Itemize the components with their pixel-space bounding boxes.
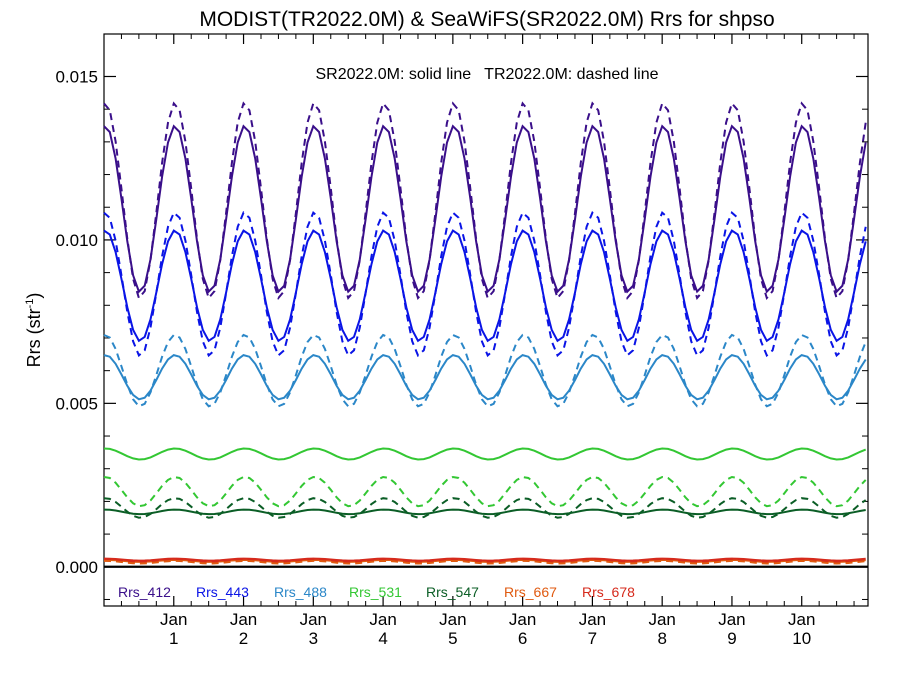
series-rrs-531-solid	[103, 447, 867, 461]
series-rrs-547-dashed	[103, 497, 867, 519]
legend-entry: Rrs_531	[349, 584, 402, 600]
series-rrs-488-solid	[103, 354, 867, 401]
x-tick-label-year: 5	[448, 629, 457, 648]
x-tick-label-month: Jan	[369, 610, 396, 629]
series-rrs-547-solid	[103, 508, 866, 516]
legend-entry: Rrs_678	[582, 584, 635, 600]
x-tick-label-month: Jan	[718, 610, 745, 629]
y-axis-label-superscript: -1	[24, 299, 36, 309]
series-rrs-678-solid	[103, 557, 866, 562]
series-rrs-531-dashed	[103, 475, 867, 508]
chart-title: MODIST(TR2022.0M) & SeaWiFS(SR2022.0M) R…	[199, 8, 774, 31]
plot-frame	[103, 33, 869, 607]
x-tick-label-month: Jan	[648, 610, 675, 629]
x-tick-label-year: 8	[657, 629, 666, 648]
x-tick-label-year: 2	[239, 629, 248, 648]
x-tick-label-month: Jan	[300, 610, 327, 629]
x-tick-label-year: 3	[309, 629, 318, 648]
y-tick-label: 0.015	[55, 67, 98, 86]
x-tick-label-year: 10	[792, 629, 811, 648]
legend-entry: Rrs_488	[274, 584, 327, 600]
x-tick-label-year: 4	[378, 629, 387, 648]
x-tick-label-year: 7	[588, 629, 597, 648]
legend-entry: Rrs_667	[504, 584, 557, 600]
y-tick-label: 0.010	[55, 231, 98, 250]
series-rrs-443-dashed	[103, 211, 867, 358]
series-rrs-412-dashed	[103, 101, 867, 301]
x-tick-label-month: Jan	[230, 610, 257, 629]
x-tick-label-month: Jan	[579, 610, 606, 629]
x-tick-label-year: 1	[169, 629, 178, 648]
x-tick-label-year: 6	[518, 629, 527, 648]
y-axis-label: Rrs (str-1)	[24, 293, 44, 368]
line-style-annotation: SR2022.0M: solid line TR2022.0M: dashed …	[315, 66, 658, 83]
legend-entry: Rrs_547	[426, 584, 479, 600]
x-tick-label-year: 9	[727, 629, 736, 648]
x-tick-label-month: Jan	[509, 610, 536, 629]
y-tick-label: 0.000	[55, 558, 98, 577]
y-axis-label-main: Rrs (str	[24, 308, 44, 367]
series-rrs-412-solid	[103, 124, 867, 294]
x-tick-label-month: Jan	[439, 610, 466, 629]
y-tick-label: 0.005	[55, 394, 98, 413]
x-tick-label-month: Jan	[788, 610, 815, 629]
legend-entry: Rrs_443	[196, 584, 249, 600]
series-rrs-488-dashed	[103, 333, 867, 408]
series-rrs-667-dashed	[103, 559, 866, 565]
legend-entry: Rrs_412	[118, 584, 171, 600]
y-axis-label-close: )	[24, 293, 44, 299]
x-tick-label-month: Jan	[160, 610, 187, 629]
series-rrs-443-solid	[103, 229, 867, 343]
